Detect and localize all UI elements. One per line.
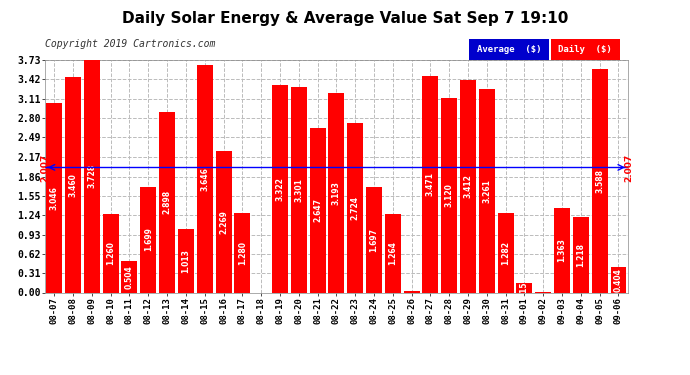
Bar [516,283,533,292]
Bar [197,65,213,292]
Text: 0.404: 0.404 [614,268,623,292]
Bar [611,267,627,292]
Text: 1.264: 1.264 [388,241,397,265]
Text: 0.504: 0.504 [125,265,134,289]
Bar [65,77,81,292]
Text: 3.301: 3.301 [294,178,304,201]
Text: 3.471: 3.471 [426,172,435,196]
Text: 2.007: 2.007 [624,153,633,182]
Text: 2.724: 2.724 [351,196,359,220]
Text: 1.282: 1.282 [501,240,510,264]
Bar [422,76,438,292]
Text: 0.157: 0.157 [520,276,529,300]
Text: 2.269: 2.269 [219,210,228,234]
Text: 3.046: 3.046 [50,186,59,210]
Text: 2.647: 2.647 [313,198,322,222]
Bar [366,187,382,292]
Text: 1.260: 1.260 [106,241,115,265]
Bar [103,214,119,292]
Bar [290,87,307,292]
Text: 3.460: 3.460 [68,173,77,196]
Text: Average  ($): Average ($) [477,45,541,54]
Text: 3.588: 3.588 [595,169,604,193]
Bar [385,214,401,292]
Text: 2.007: 2.007 [40,153,49,182]
Text: 1.218: 1.218 [576,243,585,267]
Bar [573,217,589,292]
Bar [404,291,420,292]
Bar [84,60,100,292]
Text: 1.363: 1.363 [558,238,566,262]
Bar [328,93,344,292]
Text: 2.898: 2.898 [163,190,172,214]
Text: 3.193: 3.193 [332,181,341,205]
Bar [215,151,232,292]
Bar [140,187,157,292]
Text: Copyright 2019 Cartronics.com: Copyright 2019 Cartronics.com [45,39,215,50]
Text: 3.322: 3.322 [275,177,284,201]
Bar [159,112,175,292]
Text: 3.728: 3.728 [88,164,97,188]
Text: 1.280: 1.280 [238,241,247,265]
Bar [592,69,608,292]
Bar [121,261,137,292]
Text: 1.699: 1.699 [144,228,152,252]
Bar [347,123,363,292]
Bar [441,98,457,292]
Bar [310,128,326,292]
Bar [235,213,250,292]
Bar [554,207,570,292]
Bar [272,86,288,292]
Text: Daily Solar Energy & Average Value Sat Sep 7 19:10: Daily Solar Energy & Average Value Sat S… [122,11,568,26]
Text: Daily  ($): Daily ($) [558,45,612,54]
Text: 3.120: 3.120 [445,183,454,207]
Text: 3.261: 3.261 [482,179,491,203]
Text: 3.412: 3.412 [464,174,473,198]
Bar [460,80,476,292]
Bar [178,230,194,292]
Text: 1.697: 1.697 [369,228,379,252]
Bar [479,89,495,292]
Text: 1.013: 1.013 [181,249,190,273]
Bar [46,103,62,292]
Bar [497,213,513,292]
Text: 3.646: 3.646 [200,167,209,191]
